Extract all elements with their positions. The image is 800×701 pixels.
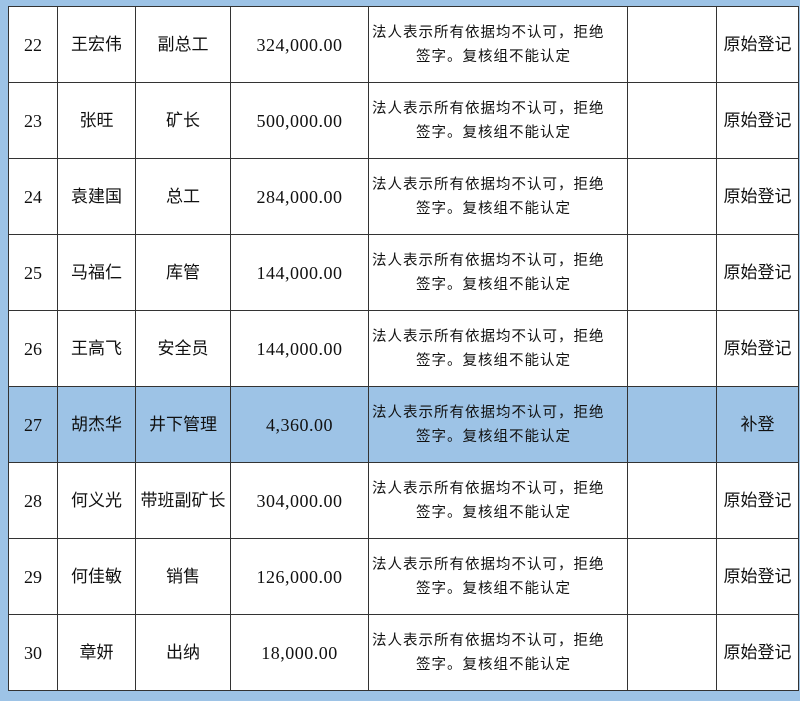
extra-cell	[627, 614, 717, 691]
reason-line: 法人表示所有依据均不认可，拒绝	[372, 632, 605, 649]
table-row: 24 袁建国 总工 284,000.00 法人表示所有依据均不认可，拒绝签字。复核组不能…	[8, 158, 799, 235]
review-reason: 法人表示所有依据均不认可，拒绝签字。复核组不能认定	[368, 6, 628, 83]
reason-line: 签字。复核组不能认定	[416, 580, 571, 597]
claim-amount: 304,000.00	[230, 462, 369, 539]
registration-status: 原始登记	[716, 158, 799, 235]
reason-line: 签字。复核组不能认定	[416, 276, 571, 293]
row-number: 27	[8, 386, 58, 463]
employee-name: 何佳敏	[57, 538, 136, 615]
employee-name: 何义光	[57, 462, 136, 539]
review-reason: 法人表示所有依据均不认可，拒绝签字。复核组不能认定	[368, 462, 628, 539]
claim-amount: 126,000.00	[230, 538, 369, 615]
claim-amount: 324,000.00	[230, 6, 369, 83]
claim-amount: 500,000.00	[230, 82, 369, 159]
registration-status: 原始登记	[716, 462, 799, 539]
review-reason: 法人表示所有依据均不认可，拒绝签字。复核组不能认定	[368, 82, 628, 159]
table-row: 30 章妍 出纳 18,000.00 法人表示所有依据均不认可，拒绝签字。复核组不能认定…	[8, 614, 799, 691]
reason-line: 法人表示所有依据均不认可，拒绝	[372, 252, 605, 269]
employee-position: 出纳	[135, 614, 231, 691]
reason-line: 法人表示所有依据均不认可，拒绝	[372, 24, 605, 41]
review-reason: 法人表示所有依据均不认可，拒绝签字。复核组不能认定	[368, 386, 628, 463]
employee-position: 矿长	[135, 82, 231, 159]
reason-line: 法人表示所有依据均不认可，拒绝	[372, 176, 605, 193]
row-number: 30	[8, 614, 58, 691]
review-reason: 法人表示所有依据均不认可，拒绝签字。复核组不能认定	[368, 158, 628, 235]
registration-status: 补登	[716, 386, 799, 463]
registration-status: 原始登记	[716, 82, 799, 159]
reason-line: 法人表示所有依据均不认可，拒绝	[372, 328, 605, 345]
extra-cell	[627, 386, 717, 463]
row-number: 23	[8, 82, 58, 159]
row-number: 22	[8, 6, 58, 83]
wage-claims-table: 22 王宏伟 副总工 324,000.00 法人表示所有依据均不认可，拒绝 签字。复核组不…	[8, 6, 799, 691]
employee-name: 张旺	[57, 82, 136, 159]
employee-name: 王宏伟	[57, 6, 136, 83]
employee-position: 带班副矿长	[135, 462, 231, 539]
extra-cell	[627, 158, 717, 235]
reason-line: 法人表示所有依据均不认可，拒绝	[372, 480, 605, 497]
registration-status: 原始登记	[716, 234, 799, 311]
review-reason: 法人表示所有依据均不认可，拒绝签字。复核组不能认定	[368, 538, 628, 615]
table-row: 22 王宏伟 副总工 324,000.00 法人表示所有依据均不认可，拒绝签字。复核组不…	[8, 6, 799, 83]
claim-amount: 144,000.00	[230, 310, 369, 387]
review-reason: 法人表示所有依据均不认可，拒绝签字。复核组不能认定	[368, 310, 628, 387]
extra-cell	[627, 310, 717, 387]
extra-cell	[627, 82, 717, 159]
registration-status: 原始登记	[716, 538, 799, 615]
reason-line: 签字。复核组不能认定	[416, 656, 571, 673]
table-row: 25 马福仁 库管 144,000.00 法人表示所有依据均不认可，拒绝签字。复核组不能…	[8, 234, 799, 311]
row-number: 25	[8, 234, 58, 311]
employee-position: 井下管理	[135, 386, 231, 463]
employee-name: 王高飞	[57, 310, 136, 387]
employee-position: 副总工	[135, 6, 231, 83]
review-reason: 法人表示所有依据均不认可，拒绝签字。复核组不能认定	[368, 614, 628, 691]
row-number: 29	[8, 538, 58, 615]
reason-line: 法人表示所有依据均不认可，拒绝	[372, 404, 605, 421]
employee-name: 袁建国	[57, 158, 136, 235]
review-reason: 法人表示所有依据均不认可，拒绝签字。复核组不能认定	[368, 234, 628, 311]
reason-line: 法人表示所有依据均不认可，拒绝	[372, 556, 605, 573]
table-row: 27 胡杰华 井下管理 4,360.00 法人表示所有依据均不认可，拒绝签字。复核组不能…	[8, 386, 799, 463]
employee-position: 销售	[135, 538, 231, 615]
reason-line: 签字。复核组不能认定	[416, 504, 571, 521]
extra-cell	[627, 234, 717, 311]
table-row: 29 何佳敏 销售 126,000.00 法人表示所有依据均不认可，拒绝签字。复核组不能…	[8, 538, 799, 615]
employee-name: 章妍	[57, 614, 136, 691]
claim-amount: 18,000.00	[230, 614, 369, 691]
reason-line: 签字。复核组不能认定	[416, 352, 571, 369]
table-row: 23 张旺 矿长 500,000.00 法人表示所有依据均不认可，拒绝签字。复核组不能认…	[8, 82, 799, 159]
registration-status: 原始登记	[716, 6, 799, 83]
claim-amount: 4,360.00	[230, 386, 369, 463]
claim-amount: 284,000.00	[230, 158, 369, 235]
row-number: 28	[8, 462, 58, 539]
reason-line: 签字。复核组不能认定	[416, 48, 571, 65]
reason-line: 签字。复核组不能认定	[416, 124, 571, 141]
row-number: 24	[8, 158, 58, 235]
extra-cell	[627, 538, 717, 615]
extra-cell	[627, 6, 717, 83]
employee-position: 总工	[135, 158, 231, 235]
employee-position: 库管	[135, 234, 231, 311]
employee-name: 胡杰华	[57, 386, 136, 463]
employee-name: 马福仁	[57, 234, 136, 311]
registration-status: 原始登记	[716, 310, 799, 387]
registration-status: 原始登记	[716, 614, 799, 691]
reason-line: 签字。复核组不能认定	[416, 200, 571, 217]
reason-line: 法人表示所有依据均不认可，拒绝	[372, 100, 605, 117]
row-number: 26	[8, 310, 58, 387]
table-row: 28 何义光 带班副矿长 304,000.00 法人表示所有依据均不认可，拒绝签字。复核…	[8, 462, 799, 539]
extra-cell	[627, 462, 717, 539]
employee-position: 安全员	[135, 310, 231, 387]
reason-line: 签字。复核组不能认定	[416, 428, 571, 445]
table-row: 26 王高飞 安全员 144,000.00 法人表示所有依据均不认可，拒绝签字。复核组不…	[8, 310, 799, 387]
claim-amount: 144,000.00	[230, 234, 369, 311]
